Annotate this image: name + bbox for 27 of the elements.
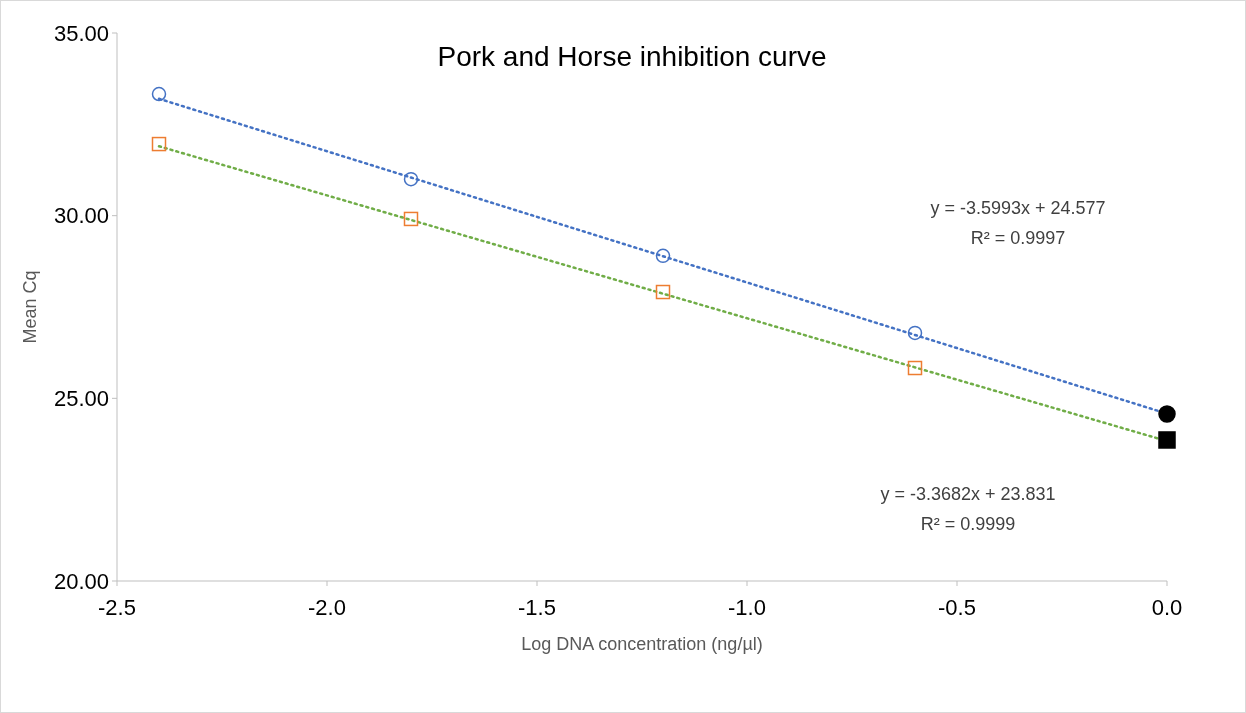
- point: [907, 360, 923, 376]
- point: [655, 284, 671, 300]
- point: [655, 248, 671, 264]
- point: [907, 325, 923, 341]
- x-tick-label: -2.0: [308, 595, 346, 620]
- x-tick-label: -0.5: [938, 595, 976, 620]
- y-axis-title: Mean Cq: [20, 270, 40, 344]
- annotation: y = -3.5993x + 24.577: [930, 198, 1106, 218]
- x-tick-label: -1.5: [518, 595, 556, 620]
- point: [151, 86, 167, 102]
- x-axis-title: Log DNA concentration (ng/µl): [521, 634, 763, 654]
- point: [1158, 405, 1176, 423]
- y-tick-label: 30.00: [53, 203, 109, 229]
- y-tick-label: 35.00: [53, 20, 109, 46]
- chart-title: Pork and Horse inhibition curve: [437, 41, 827, 72]
- y-tick-label: 25.00: [53, 386, 109, 412]
- point: [1158, 431, 1176, 449]
- annotation: R² = 0.9997: [970, 228, 1066, 248]
- x-tick-label: 0.0: [1151, 595, 1183, 620]
- point: [403, 171, 419, 187]
- x-tick-label: -1.0: [728, 595, 766, 620]
- annotation: R² = 0.9999: [920, 514, 1016, 534]
- point: [151, 136, 167, 152]
- y-tick-label: 20.00: [53, 568, 109, 594]
- point: [403, 211, 419, 227]
- annotation: y = -3.3682x + 23.831: [880, 484, 1056, 504]
- x-tick-label: -2.5: [98, 595, 136, 620]
